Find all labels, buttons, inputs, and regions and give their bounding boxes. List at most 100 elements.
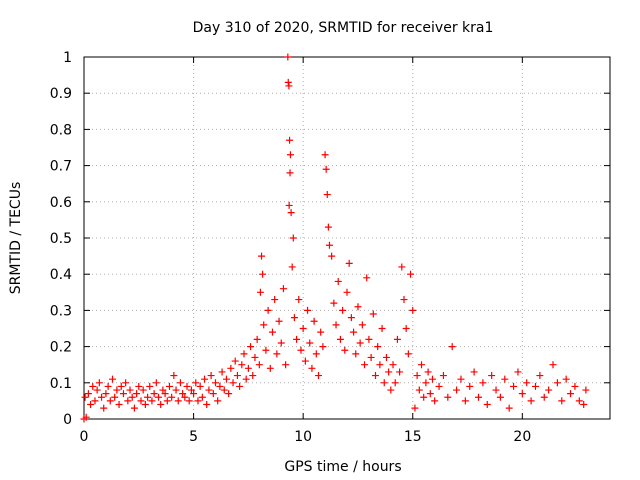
data-point	[415, 386, 423, 394]
data-point	[227, 364, 235, 372]
axis-ticks: 00.10.20.30.40.50.60.70.80.910 5 10 15 20	[50, 50, 610, 445]
data-point	[330, 299, 338, 307]
data-point	[122, 379, 130, 387]
data-point	[400, 296, 408, 304]
data-point	[325, 241, 333, 249]
data-point	[418, 361, 426, 369]
data-point	[376, 361, 384, 369]
data-point	[518, 390, 526, 398]
data-point	[354, 303, 362, 311]
data-point	[253, 335, 261, 343]
data-point	[216, 382, 224, 390]
data-point	[431, 397, 439, 405]
data-point	[345, 259, 353, 267]
data-point	[247, 343, 255, 351]
data-point	[137, 397, 145, 405]
data-point	[304, 306, 312, 314]
y-tick-label: 0	[63, 412, 72, 428]
data-point	[369, 310, 377, 318]
data-point	[165, 382, 173, 390]
data-point	[567, 390, 575, 398]
data-point	[341, 346, 349, 354]
data-point	[293, 335, 301, 343]
data-point	[299, 325, 307, 332]
data-point	[159, 386, 167, 394]
data-point	[479, 379, 487, 387]
data-point	[448, 343, 456, 351]
data-point	[256, 288, 264, 296]
data-point	[157, 401, 165, 409]
data-point	[457, 375, 465, 383]
data-point	[339, 306, 347, 314]
data-point	[130, 404, 138, 412]
data-point	[187, 386, 195, 394]
data-point	[133, 390, 141, 398]
data-point	[102, 390, 110, 398]
data-point	[444, 393, 452, 401]
data-point	[168, 393, 176, 401]
data-point	[470, 368, 478, 376]
data-point	[255, 361, 263, 369]
data-point	[286, 136, 294, 144]
data-point	[391, 379, 399, 387]
data-point	[212, 379, 219, 387]
data-point	[439, 372, 447, 380]
data-point	[312, 350, 320, 358]
data-point	[170, 372, 178, 380]
data-point	[214, 397, 222, 405]
data-point	[146, 382, 154, 390]
data-point	[322, 165, 330, 173]
data-point	[284, 78, 292, 86]
data-point	[279, 285, 287, 293]
data-point	[404, 350, 412, 358]
y-tick-label: 0.1	[50, 376, 72, 392]
data-point	[363, 274, 371, 282]
x-axis-label: GPS time / hours	[284, 459, 401, 475]
data-point	[229, 379, 237, 387]
data-point	[286, 151, 294, 159]
data-point	[402, 325, 410, 332]
data-point	[553, 379, 561, 387]
y-tick-label: 0.4	[50, 267, 72, 283]
data-point	[288, 263, 296, 271]
data-point	[352, 350, 360, 358]
data-point	[562, 375, 570, 383]
chart-title: Day 310 of 2020, SRMTID for receiver kra…	[193, 20, 494, 36]
data-point	[233, 372, 241, 380]
data-point	[496, 393, 504, 401]
data-point	[124, 397, 132, 405]
data-point	[139, 386, 147, 394]
data-point	[174, 397, 182, 405]
data-point	[286, 169, 294, 177]
data-point	[266, 364, 274, 372]
data-point	[251, 353, 259, 361]
data-point	[260, 321, 268, 329]
data-point	[126, 386, 134, 394]
data-point	[181, 393, 189, 401]
data-point	[505, 404, 513, 412]
x-tick-label: 15	[404, 429, 422, 445]
y-tick-label: 0.8	[50, 122, 72, 138]
data-point	[273, 350, 281, 358]
data-point	[201, 375, 209, 383]
x-tick-label: 5	[189, 429, 198, 445]
data-point	[380, 379, 388, 387]
data-point	[332, 321, 340, 329]
data-point	[84, 390, 92, 398]
y-tick-label: 0.2	[50, 340, 72, 356]
data-point	[308, 364, 316, 372]
data-point	[374, 343, 382, 351]
data-point	[396, 368, 404, 376]
data-point	[347, 314, 355, 322]
data-point	[242, 375, 250, 383]
data-point	[277, 339, 285, 347]
data-point	[527, 397, 535, 405]
data-point	[409, 306, 417, 314]
data-point	[536, 372, 544, 380]
data-point	[319, 343, 327, 351]
data-point	[297, 346, 305, 354]
data-point	[413, 372, 421, 380]
y-tick-label: 0.7	[50, 159, 72, 175]
data-point	[244, 364, 252, 372]
